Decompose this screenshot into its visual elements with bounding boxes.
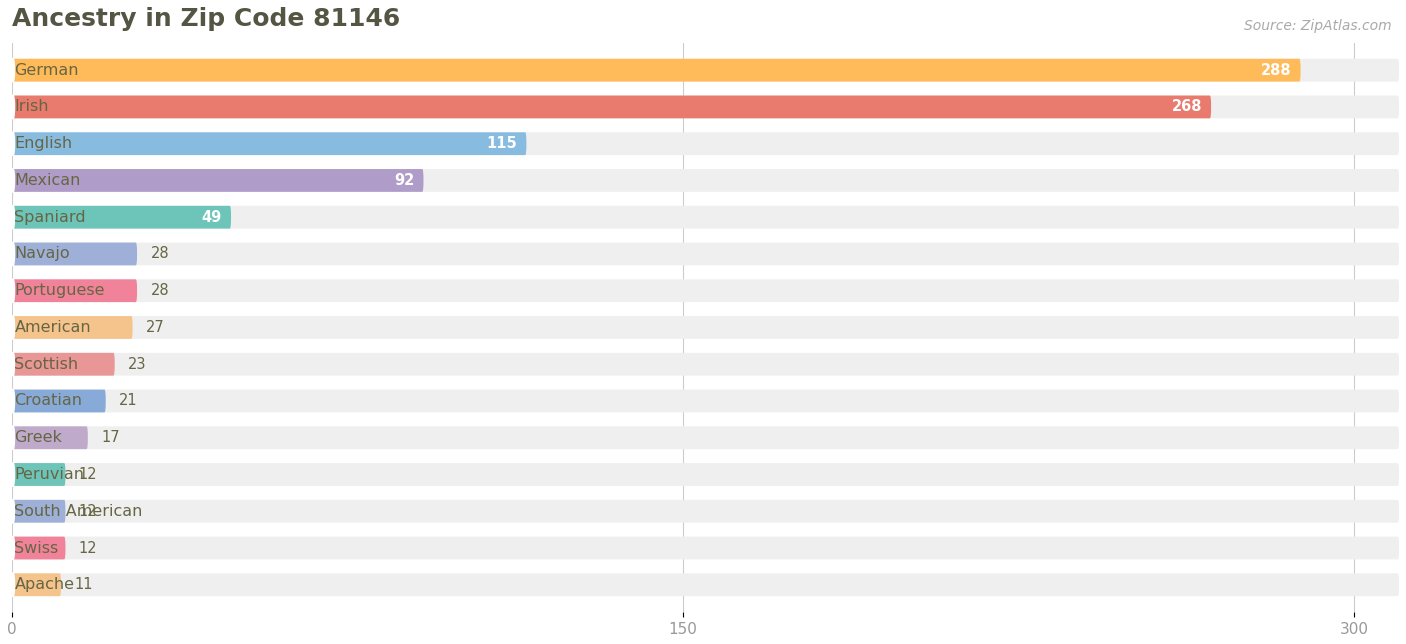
Circle shape	[11, 389, 14, 413]
Text: 288: 288	[1261, 62, 1292, 78]
FancyBboxPatch shape	[11, 316, 132, 339]
FancyBboxPatch shape	[11, 206, 1399, 229]
Text: 11: 11	[75, 577, 93, 592]
Text: Spaniard: Spaniard	[14, 210, 86, 225]
FancyBboxPatch shape	[11, 132, 1399, 155]
FancyBboxPatch shape	[11, 536, 1399, 560]
Circle shape	[11, 462, 14, 486]
Circle shape	[11, 59, 14, 82]
FancyBboxPatch shape	[11, 573, 1399, 596]
Text: Swiss: Swiss	[14, 540, 59, 556]
Circle shape	[11, 132, 14, 156]
FancyBboxPatch shape	[11, 132, 526, 155]
FancyBboxPatch shape	[11, 243, 136, 265]
Text: 27: 27	[146, 320, 165, 335]
Text: English: English	[14, 136, 73, 151]
Text: German: German	[14, 62, 79, 78]
FancyBboxPatch shape	[11, 279, 1399, 302]
Text: 268: 268	[1171, 99, 1202, 115]
Text: 28: 28	[150, 247, 169, 261]
Text: 92: 92	[394, 173, 415, 188]
FancyBboxPatch shape	[11, 206, 231, 229]
FancyBboxPatch shape	[11, 243, 1399, 265]
Text: 12: 12	[79, 504, 97, 519]
Text: Greek: Greek	[14, 430, 62, 445]
FancyBboxPatch shape	[11, 390, 1399, 412]
Text: 21: 21	[120, 393, 138, 408]
Text: 23: 23	[128, 357, 146, 372]
Text: Irish: Irish	[14, 99, 49, 115]
Text: 17: 17	[101, 430, 120, 445]
FancyBboxPatch shape	[11, 463, 1399, 486]
Circle shape	[11, 95, 14, 118]
Text: 49: 49	[202, 210, 222, 225]
Text: South American: South American	[14, 504, 143, 519]
Circle shape	[11, 536, 14, 560]
FancyBboxPatch shape	[11, 95, 1399, 118]
FancyBboxPatch shape	[11, 573, 60, 596]
Circle shape	[11, 499, 14, 523]
Text: Peruvian: Peruvian	[14, 467, 84, 482]
Text: American: American	[14, 320, 91, 335]
Text: 12: 12	[79, 540, 97, 556]
Circle shape	[11, 352, 14, 376]
FancyBboxPatch shape	[11, 500, 1399, 523]
Circle shape	[11, 426, 14, 450]
Text: Source: ZipAtlas.com: Source: ZipAtlas.com	[1244, 19, 1392, 33]
FancyBboxPatch shape	[11, 169, 423, 192]
FancyBboxPatch shape	[11, 536, 66, 560]
Text: 28: 28	[150, 283, 169, 298]
Text: 12: 12	[79, 467, 97, 482]
Circle shape	[11, 169, 14, 193]
FancyBboxPatch shape	[11, 353, 1399, 375]
FancyBboxPatch shape	[11, 59, 1301, 82]
Text: Mexican: Mexican	[14, 173, 80, 188]
FancyBboxPatch shape	[11, 316, 1399, 339]
Text: Portuguese: Portuguese	[14, 283, 105, 298]
FancyBboxPatch shape	[11, 169, 1399, 192]
FancyBboxPatch shape	[11, 353, 115, 375]
FancyBboxPatch shape	[11, 500, 66, 523]
Circle shape	[11, 573, 14, 596]
Circle shape	[11, 279, 14, 303]
FancyBboxPatch shape	[11, 426, 1399, 449]
Circle shape	[11, 205, 14, 229]
FancyBboxPatch shape	[11, 390, 105, 412]
FancyBboxPatch shape	[11, 59, 1399, 82]
Text: Croatian: Croatian	[14, 393, 83, 408]
Text: Scottish: Scottish	[14, 357, 79, 372]
Text: Ancestry in Zip Code 81146: Ancestry in Zip Code 81146	[11, 7, 399, 31]
FancyBboxPatch shape	[11, 463, 66, 486]
Text: Navajo: Navajo	[14, 247, 70, 261]
Circle shape	[11, 316, 14, 339]
FancyBboxPatch shape	[11, 95, 1211, 118]
FancyBboxPatch shape	[11, 426, 87, 449]
FancyBboxPatch shape	[11, 279, 136, 302]
Circle shape	[11, 242, 14, 266]
Text: 115: 115	[486, 136, 517, 151]
Text: Apache: Apache	[14, 577, 75, 592]
